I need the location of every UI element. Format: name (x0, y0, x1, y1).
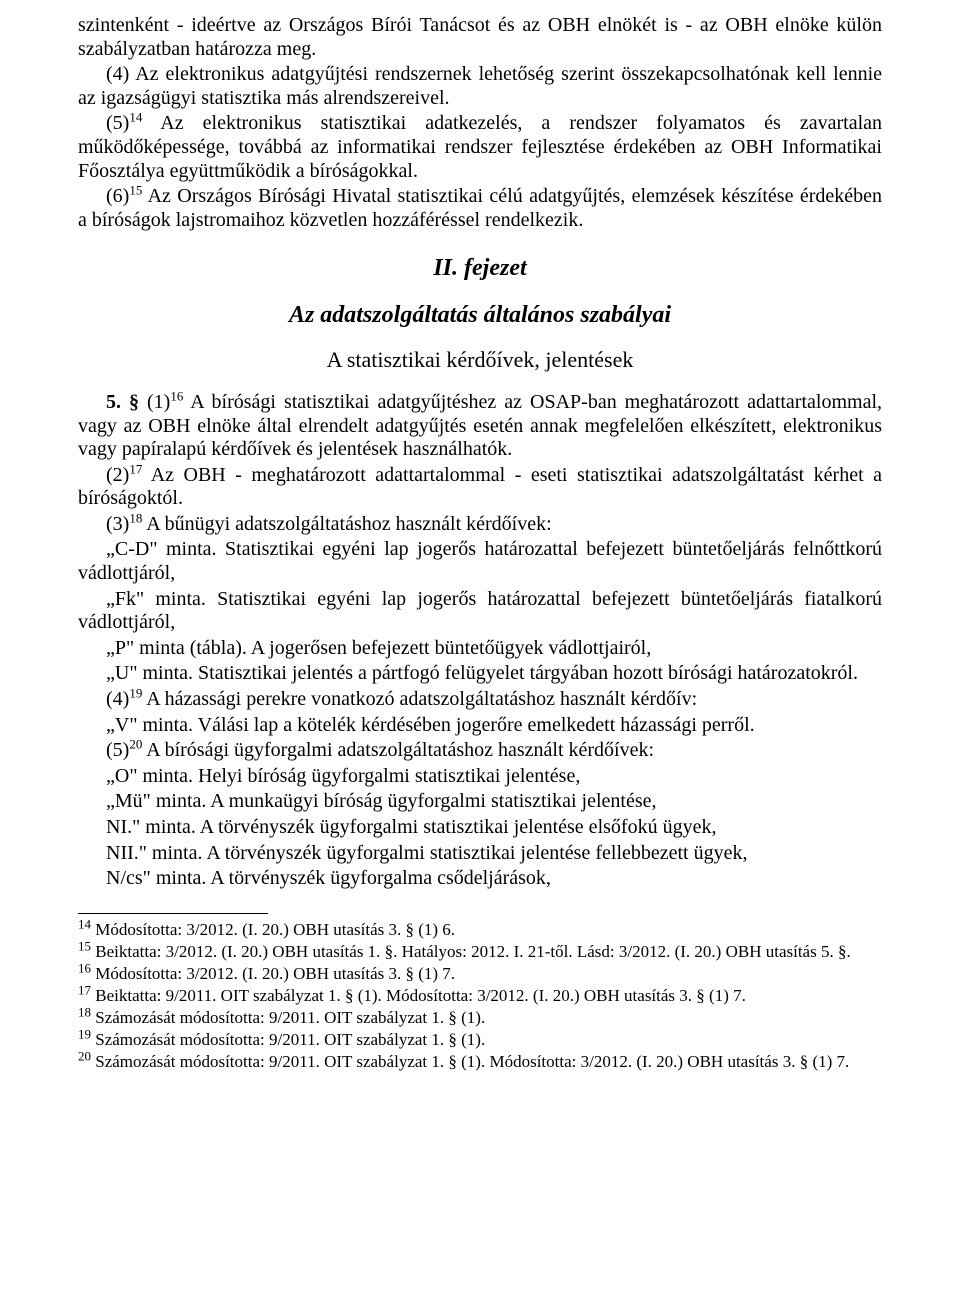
paragraph: „Fk" minta. Statisztikai egyéni lap joge… (78, 588, 882, 635)
paragraph: N/cs" minta. A törvényszék ügyforgalma c… (78, 867, 882, 891)
text: (2) (106, 464, 129, 486)
footnote-number: 17 (78, 982, 91, 997)
footnote: 18 Számozását módosította: 9/2011. OIT s… (78, 1008, 882, 1028)
footnote-separator (78, 913, 268, 914)
footnote-text: Módosította: 3/2012. (I. 20.) OBH utasít… (91, 964, 455, 983)
footnote-text: Számozását módosította: 9/2011. OIT szab… (91, 1052, 849, 1071)
text: Az Országos Bírósági Hivatal statisztika… (78, 185, 882, 231)
paragraph: „Mü" minta. A munkaügyi bíróság ügyforga… (78, 790, 882, 814)
paragraph: NII." minta. A törvényszék ügyforgalmi s… (78, 842, 882, 866)
paragraph: 5. § (1)16 A bírósági statisztikai adatg… (78, 391, 882, 462)
text: (5) (106, 112, 129, 134)
footnote: 20 Számozását módosította: 9/2011. OIT s… (78, 1052, 882, 1072)
text: (4) (106, 688, 129, 710)
footnote-ref: 18 (129, 510, 142, 525)
paragraph: „C-D" minta. Statisztikai egyéni lap jog… (78, 538, 882, 585)
footnote: 15 Beiktatta: 3/2012. (I. 20.) OBH utasí… (78, 942, 882, 962)
footnotes: 14 Módosította: 3/2012. (I. 20.) OBH uta… (78, 920, 882, 1072)
text: A bűnügyi adatszolgáltatáshoz használt k… (142, 513, 551, 535)
footnote-text: Beiktatta: 3/2012. (I. 20.) OBH utasítás… (91, 942, 851, 961)
footnote-ref: 19 (129, 685, 142, 700)
footnote-ref: 20 (129, 737, 142, 752)
footnote-text: Számozását módosította: 9/2011. OIT szab… (91, 1030, 485, 1049)
text: A házassági perekre vonatkozó adatszolgá… (142, 688, 697, 710)
paragraph: (4) Az elektronikus adatgyűjtési rendsze… (78, 63, 882, 110)
footnote: 14 Módosította: 3/2012. (I. 20.) OBH uta… (78, 920, 882, 940)
paragraph: (4)19 A házassági perekre vonatkozó adat… (78, 688, 882, 712)
footnote-ref: 17 (129, 461, 142, 476)
paragraph: (2)17 Az OBH - meghatározott adattartalo… (78, 464, 882, 511)
footnote-number: 15 (78, 938, 91, 953)
section-heading: Az adatszolgáltatás általános szabályai (78, 301, 882, 329)
footnote: 17 Beiktatta: 9/2011. OIT szabályzat 1. … (78, 986, 882, 1006)
paragraph: szintenként - ideértve az Országos Bírói… (78, 14, 882, 61)
paragraph: (5)14 Az elektronikus statisztikai adatk… (78, 112, 882, 183)
footnote: 16 Módosította: 3/2012. (I. 20.) OBH uta… (78, 964, 882, 984)
footnote-number: 14 (78, 916, 91, 931)
subsection-heading: A statisztikai kérdőívek, jelentések (78, 347, 882, 373)
footnote-text: Számozását módosította: 9/2011. OIT szab… (91, 1008, 485, 1027)
paragraph: „P" minta (tábla). A jogerősen befejezet… (78, 637, 882, 661)
footnote-ref: 14 (129, 110, 142, 125)
text: (5) (106, 739, 129, 761)
paragraph: (5)20 A bírósági ügyforgalmi adatszolgál… (78, 739, 882, 763)
footnote-number: 19 (78, 1026, 91, 1041)
chapter-heading: II. fejezet (78, 254, 882, 282)
text: A bírósági ügyforgalmi adatszolgáltatásh… (142, 739, 654, 761)
footnote-number: 18 (78, 1004, 91, 1019)
text: (3) (106, 513, 129, 535)
footnote-ref: 16 (170, 388, 183, 403)
text: (1) (139, 391, 170, 413)
paragraph: „O" minta. Helyi bíróság ügyforgalmi sta… (78, 765, 882, 789)
paragraph: (6)15 Az Országos Bírósági Hivatal stati… (78, 185, 882, 232)
text: A bírósági statisztikai adatgyűjtéshez a… (78, 391, 882, 460)
footnote-number: 16 (78, 960, 91, 975)
paragraph: „U" minta. Statisztikai jelentés a pártf… (78, 662, 882, 686)
text: Az OBH - meghatározott adattartalommal -… (78, 464, 882, 510)
footnote-ref: 15 (129, 183, 142, 198)
paragraph: „V" minta. Válási lap a kötelék kérdéséb… (78, 714, 882, 738)
paragraph: (3)18 A bűnügyi adatszolgáltatáshoz hasz… (78, 513, 882, 537)
footnote-number: 20 (78, 1048, 91, 1063)
section-number: 5. § (106, 391, 139, 413)
footnote-text: Beiktatta: 9/2011. OIT szabályzat 1. § (… (91, 986, 746, 1005)
document-page: szintenként - ideértve az Országos Bírói… (0, 0, 960, 1316)
paragraph: NI." minta. A törvényszék ügyforgalmi st… (78, 816, 882, 840)
text: Az elektronikus statisztikai adatkezelés… (78, 112, 882, 181)
footnote: 19 Számozását módosította: 9/2011. OIT s… (78, 1030, 882, 1050)
text: (6) (106, 185, 129, 207)
footnote-text: Módosította: 3/2012. (I. 20.) OBH utasít… (91, 920, 455, 939)
